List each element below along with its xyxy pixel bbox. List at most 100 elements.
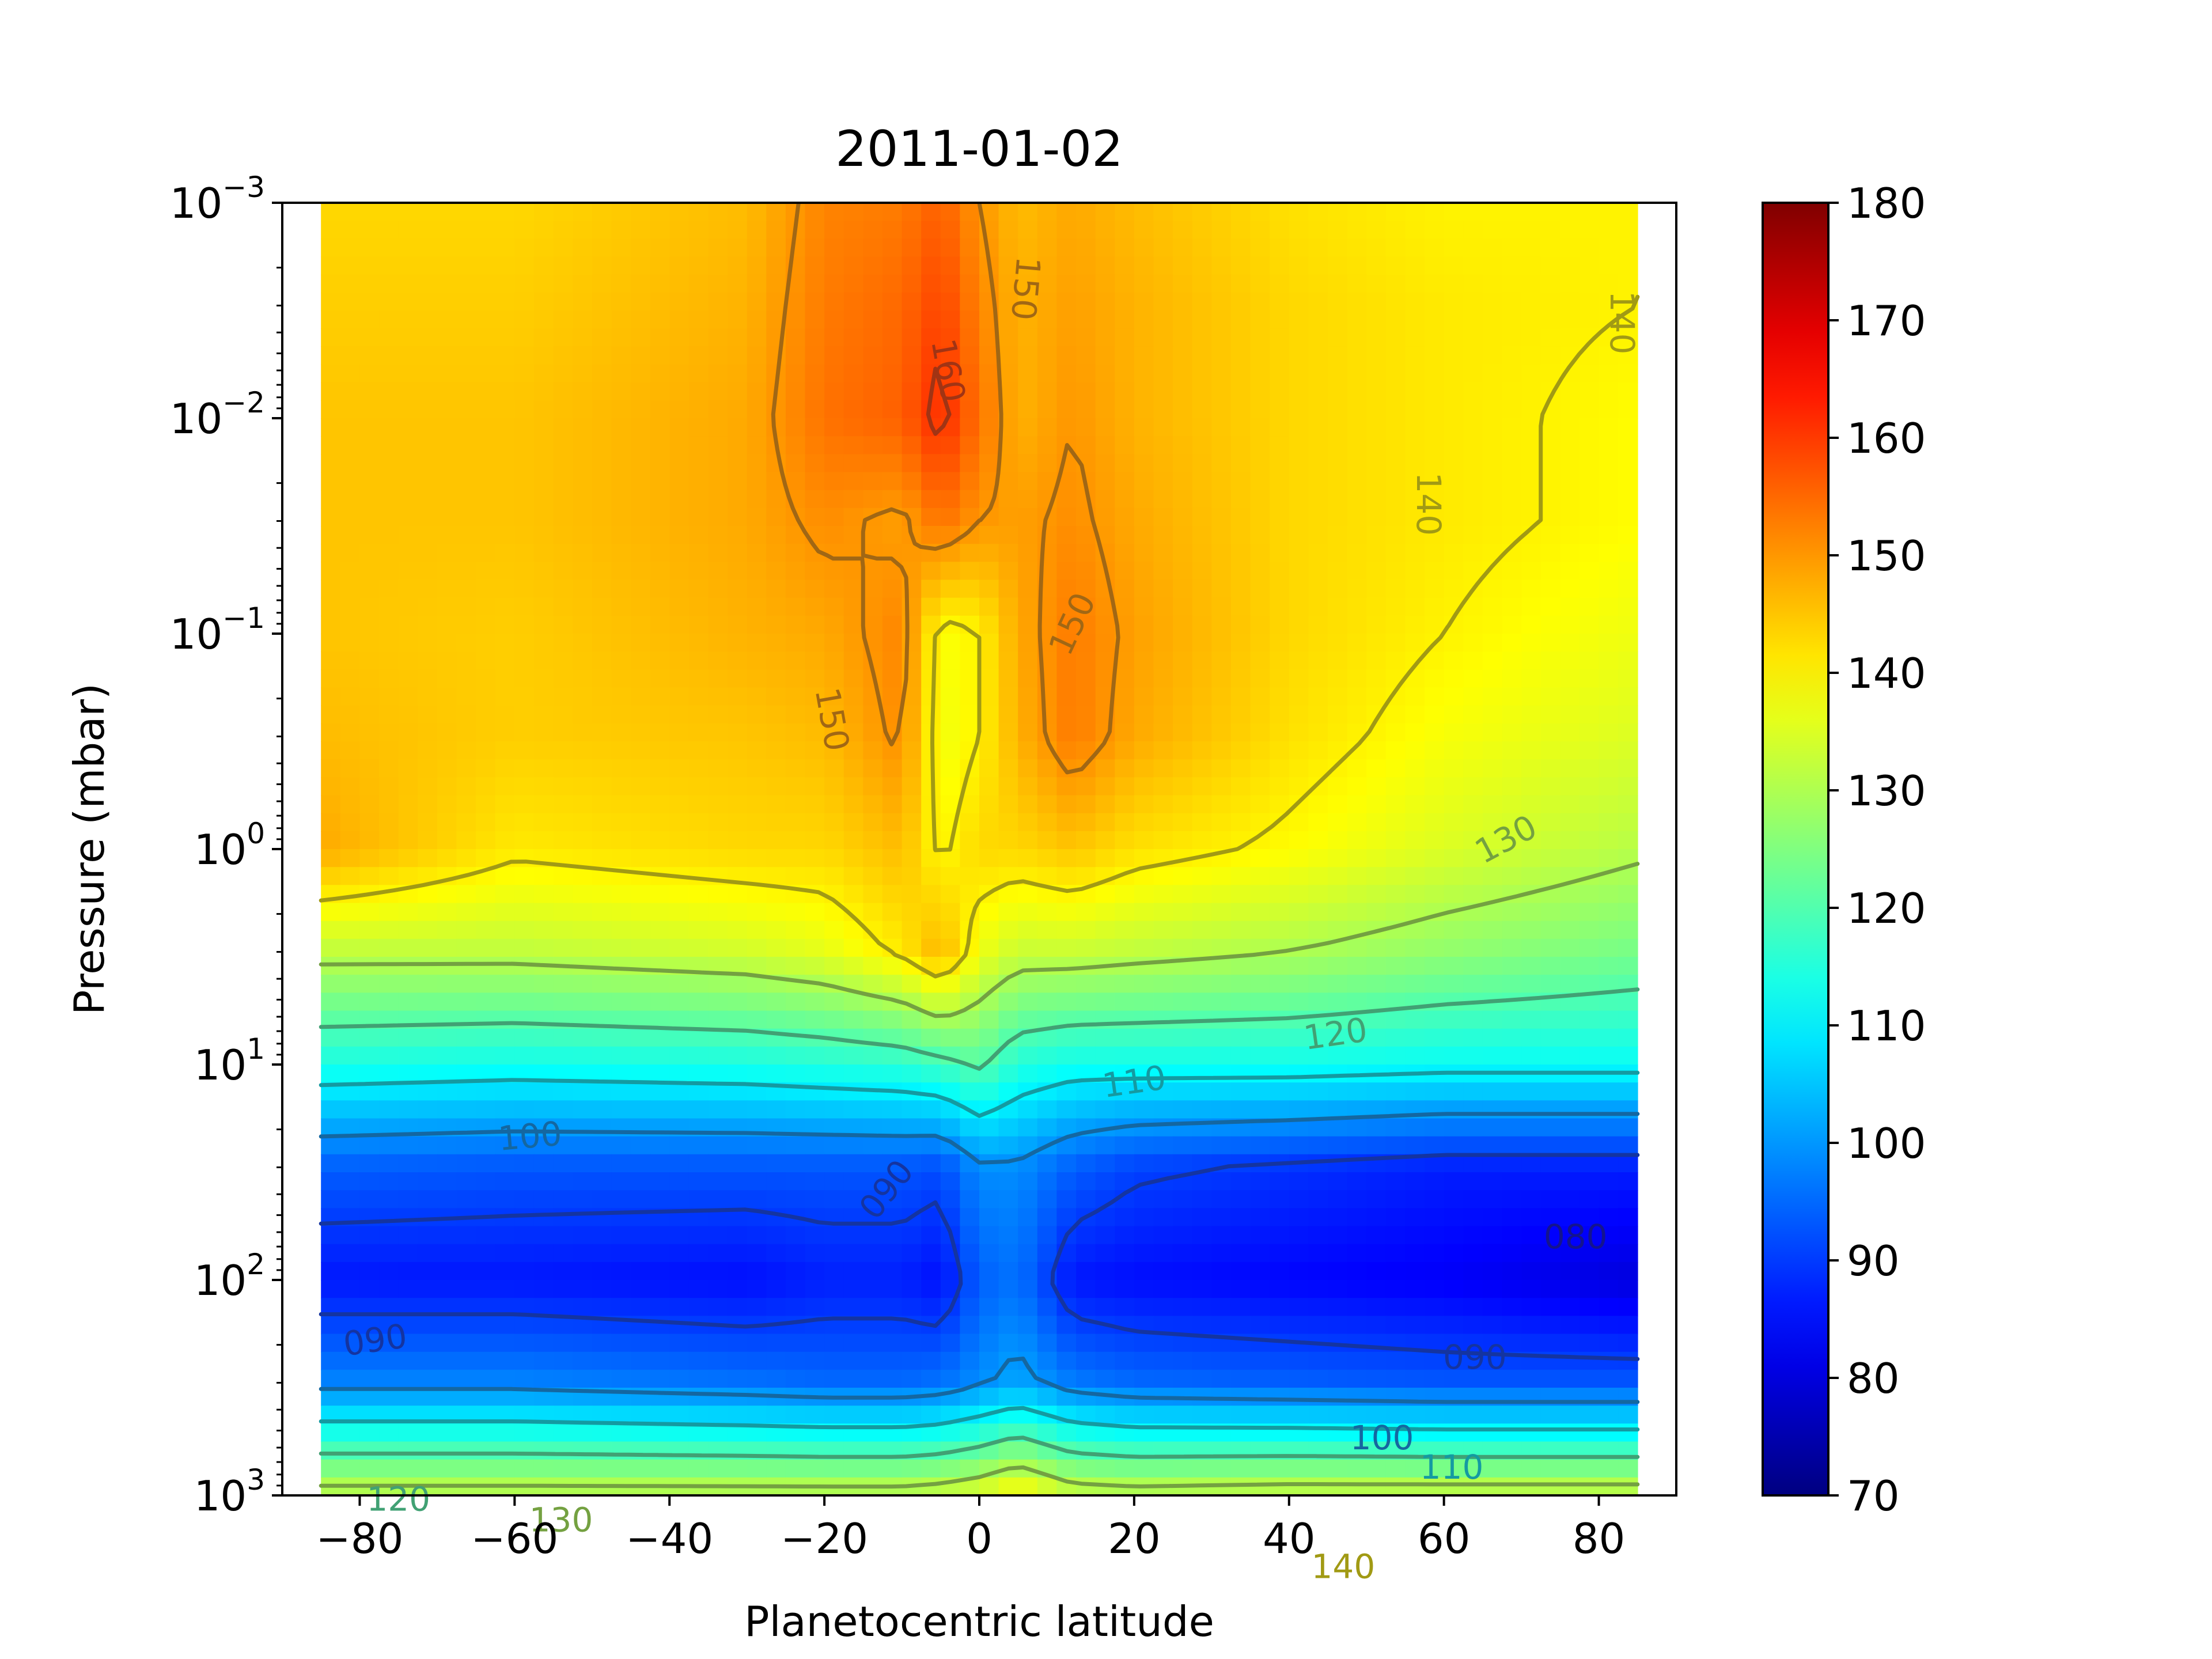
temperature-cell <box>379 346 399 365</box>
temperature-cell <box>1037 993 1058 1012</box>
temperature-cell <box>1385 1226 1406 1245</box>
temperature-cell <box>728 238 748 257</box>
temperature-cell <box>1018 382 1038 401</box>
temperature-cell <box>669 274 690 293</box>
temperature-cell <box>1560 256 1580 275</box>
temperature-cell <box>1270 1172 1290 1191</box>
temperature-cell <box>824 1136 844 1155</box>
temperature-cell <box>1366 1046 1387 1065</box>
temperature-cell <box>1444 400 1464 419</box>
temperature-cell <box>1270 1351 1290 1370</box>
temperature-cell <box>1521 1028 1541 1047</box>
temperature-cell <box>669 1406 690 1425</box>
temperature-cell <box>1444 238 1464 257</box>
temperature-cell <box>650 203 670 221</box>
temperature-cell <box>514 1334 535 1353</box>
temperature-cell <box>785 400 806 419</box>
temperature-cell <box>553 292 573 311</box>
temperature-cell <box>1502 328 1522 347</box>
temperature-cell <box>979 1172 999 1191</box>
temperature-cell <box>1153 579 1173 599</box>
temperature-cell <box>650 634 670 652</box>
temperature-cell <box>921 507 941 527</box>
temperature-cell <box>1521 1208 1541 1227</box>
temperature-cell <box>1502 1100 1522 1119</box>
temperature-cell <box>1540 759 1561 778</box>
temperature-cell <box>359 382 380 401</box>
temperature-cell <box>1115 562 1135 581</box>
temperature-cell <box>1540 813 1561 832</box>
temperature-cell <box>1192 795 1213 814</box>
temperature-cell <box>379 1136 399 1155</box>
temperature-cell <box>437 292 457 311</box>
temperature-cell <box>1230 652 1251 671</box>
temperature-cell <box>998 1334 1018 1353</box>
temperature-cell <box>1618 1423 1638 1442</box>
temperature-cell <box>688 1154 709 1173</box>
temperature-cell <box>863 1046 883 1065</box>
temperature-cell <box>476 1010 496 1029</box>
temperature-cell <box>611 454 631 473</box>
temperature-cell <box>688 1028 709 1047</box>
temperature-cell <box>495 382 516 401</box>
temperature-cell <box>669 310 690 329</box>
temperature-cell <box>1540 472 1561 491</box>
temperature-cell <box>1560 1280 1580 1298</box>
temperature-cell <box>728 310 748 329</box>
temperature-cell <box>998 1136 1018 1155</box>
temperature-cell <box>960 813 980 832</box>
temperature-cell <box>379 938 399 957</box>
temperature-cell <box>631 454 651 473</box>
temperature-cell <box>1134 1244 1154 1263</box>
temperature-cell <box>1444 723 1464 742</box>
temperature-cell <box>960 1208 980 1227</box>
temperature-cell <box>824 813 844 832</box>
temperature-cell <box>1328 687 1348 706</box>
temperature-cell <box>1579 472 1600 491</box>
temperature-cell <box>1579 705 1600 724</box>
temperature-cell <box>1328 221 1348 240</box>
temperature-cell <box>1250 221 1270 240</box>
temperature-cell <box>553 1244 573 1263</box>
temperature-cell <box>592 831 612 850</box>
temperature-cell <box>379 1423 399 1442</box>
temperature-cell <box>1056 256 1077 275</box>
temperature-cell <box>1095 310 1116 329</box>
temperature-cell <box>631 472 651 491</box>
temperature-cell <box>1308 1477 1328 1495</box>
temperature-cell <box>1095 1010 1116 1029</box>
temperature-cell <box>1230 1262 1251 1281</box>
temperature-cell <box>1599 687 1619 706</box>
temperature-cell <box>340 203 361 221</box>
temperature-cell <box>1056 1316 1077 1335</box>
temperature-cell <box>1347 615 1367 634</box>
temperature-cell <box>1250 705 1270 724</box>
temperature-cell <box>940 562 961 581</box>
temperature-cell <box>1385 382 1406 401</box>
temperature-cell <box>1540 1154 1561 1173</box>
temperature-cell <box>882 418 903 437</box>
temperature-cell <box>1250 507 1270 527</box>
temperature-cell <box>495 634 516 652</box>
temperature-cell <box>1270 1226 1290 1245</box>
temperature-cell <box>1289 1298 1309 1317</box>
temperature-cell <box>1405 1244 1425 1263</box>
temperature-cell <box>843 795 864 814</box>
temperature-cell <box>398 507 419 527</box>
temperature-cell <box>805 490 825 509</box>
temperature-cell <box>824 256 844 275</box>
temperature-cell <box>669 741 690 760</box>
temperature-cell <box>650 418 670 437</box>
temperature-cell <box>398 579 419 599</box>
temperature-cell <box>1308 1406 1328 1425</box>
temperature-cell <box>1056 795 1077 814</box>
temperature-cell <box>785 813 806 832</box>
temperature-cell <box>1134 1459 1154 1478</box>
temperature-cell <box>766 741 786 760</box>
temperature-cell <box>1289 1208 1309 1227</box>
temperature-cell <box>398 346 419 365</box>
temperature-cell <box>1347 454 1367 473</box>
temperature-cell <box>1385 328 1406 347</box>
temperature-cell <box>843 1351 864 1370</box>
temperature-cell <box>456 472 476 491</box>
